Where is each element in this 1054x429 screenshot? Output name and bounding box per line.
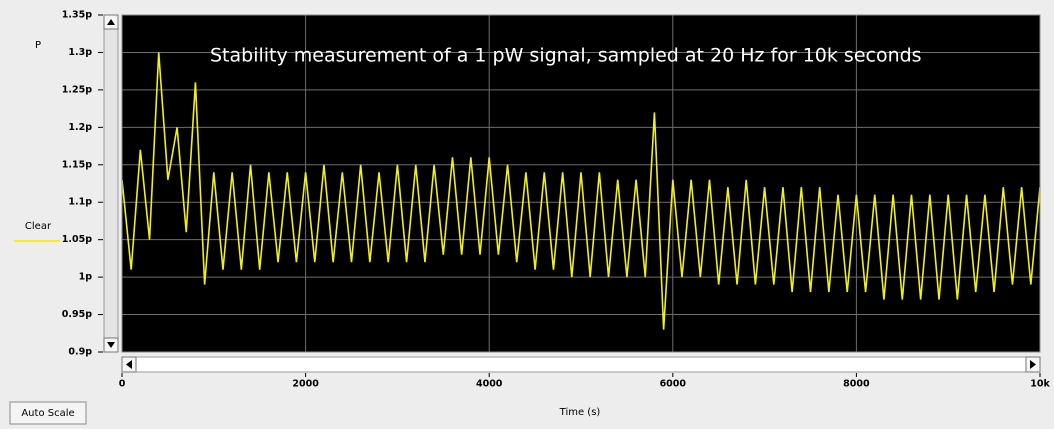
- arrow-icon: [1030, 360, 1036, 369]
- y-scroll[interactable]: [103, 14, 119, 353]
- y-tick-label: 1.2p: [68, 122, 92, 133]
- x-tick-label: 6000: [660, 379, 687, 390]
- y-tick-label: 1.25p: [62, 84, 92, 95]
- y-axis-label: P: [35, 40, 41, 51]
- legend-label: Clear: [25, 221, 52, 232]
- y-tick-label: 1.1p: [68, 197, 92, 208]
- button-frame[interactable]: [9, 401, 87, 425]
- x-tick-label: 8000: [843, 379, 870, 390]
- x-tick-label: 4000: [476, 379, 503, 390]
- y-tick-label: 1p: [79, 272, 93, 283]
- y-tick-label: 1.3p: [68, 47, 92, 58]
- x-scroll[interactable]: [121, 356, 1041, 373]
- arrow-icon: [107, 342, 115, 348]
- y-tick-label: 1.15p: [62, 159, 92, 170]
- x-tick-label: 10k: [1030, 379, 1050, 390]
- auto-scale-button[interactable]: Auto Scale: [9, 401, 87, 425]
- y-tick-label: 1.35p: [62, 10, 92, 21]
- arrow-icon: [107, 19, 115, 25]
- chart-title: Stability measurement of a 1 pW signal, …: [210, 45, 922, 67]
- arrow-icon: [126, 360, 132, 369]
- button-label[interactable]: Auto Scale: [21, 408, 74, 419]
- x-axis-label: Time (s): [559, 407, 601, 418]
- scroll-track: [103, 14, 119, 353]
- data-line: [121, 52, 1041, 330]
- plot-frame: [121, 14, 1041, 353]
- y-tick-label: 1.05p: [62, 234, 92, 245]
- y-tick-label: 0.9p: [68, 347, 92, 358]
- plot-area: Stability measurement of a 1 pW signal, …: [121, 14, 1041, 353]
- x-tick-label: 2000: [292, 379, 319, 390]
- plot-background: [122, 15, 1040, 352]
- scroll-track: [121, 356, 1041, 373]
- y-tick-label: 0.95p: [62, 309, 92, 320]
- x-tick-label: 0: [119, 379, 126, 390]
